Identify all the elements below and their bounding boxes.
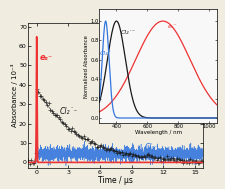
Y-axis label: Absorbance / 10⁻³: Absorbance / 10⁻³ xyxy=(11,64,18,127)
X-axis label: Time / μs: Time / μs xyxy=(98,176,133,185)
Y-axis label: Normalized Absorbance: Normalized Absorbance xyxy=(84,35,89,98)
Text: eₛ⁻: eₛ⁻ xyxy=(167,24,176,29)
Text: Cl₂˙⁻: Cl₂˙⁻ xyxy=(60,107,78,116)
Text: Cl₃⁻: Cl₃⁻ xyxy=(144,143,158,152)
X-axis label: Wavelength / nm: Wavelength / nm xyxy=(134,130,181,135)
Text: Cl₂˙⁻: Cl₂˙⁻ xyxy=(121,30,135,35)
Text: Cl₃⁻: Cl₃⁻ xyxy=(99,51,111,56)
Text: eₛ⁻: eₛ⁻ xyxy=(40,53,53,62)
